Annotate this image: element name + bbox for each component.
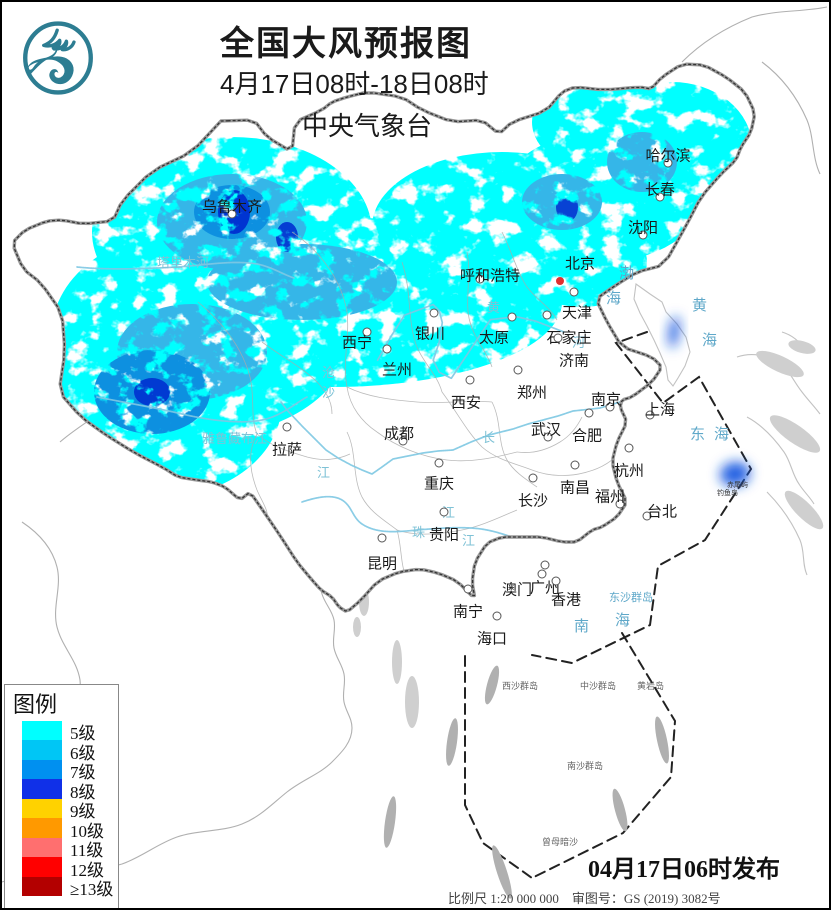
svg-text:赤尾屿: 赤尾屿 (727, 480, 748, 489)
svg-text:黄岩岛: 黄岩岛 (637, 680, 664, 691)
svg-text:西沙群岛: 西沙群岛 (502, 680, 538, 691)
svg-text:南沙群岛: 南沙群岛 (567, 760, 603, 771)
svg-text:中沙群岛: 中沙群岛 (580, 680, 616, 691)
svg-text:曾母暗沙: 曾母暗沙 (542, 836, 578, 847)
svg-text:钓鱼岛: 钓鱼岛 (717, 488, 738, 497)
